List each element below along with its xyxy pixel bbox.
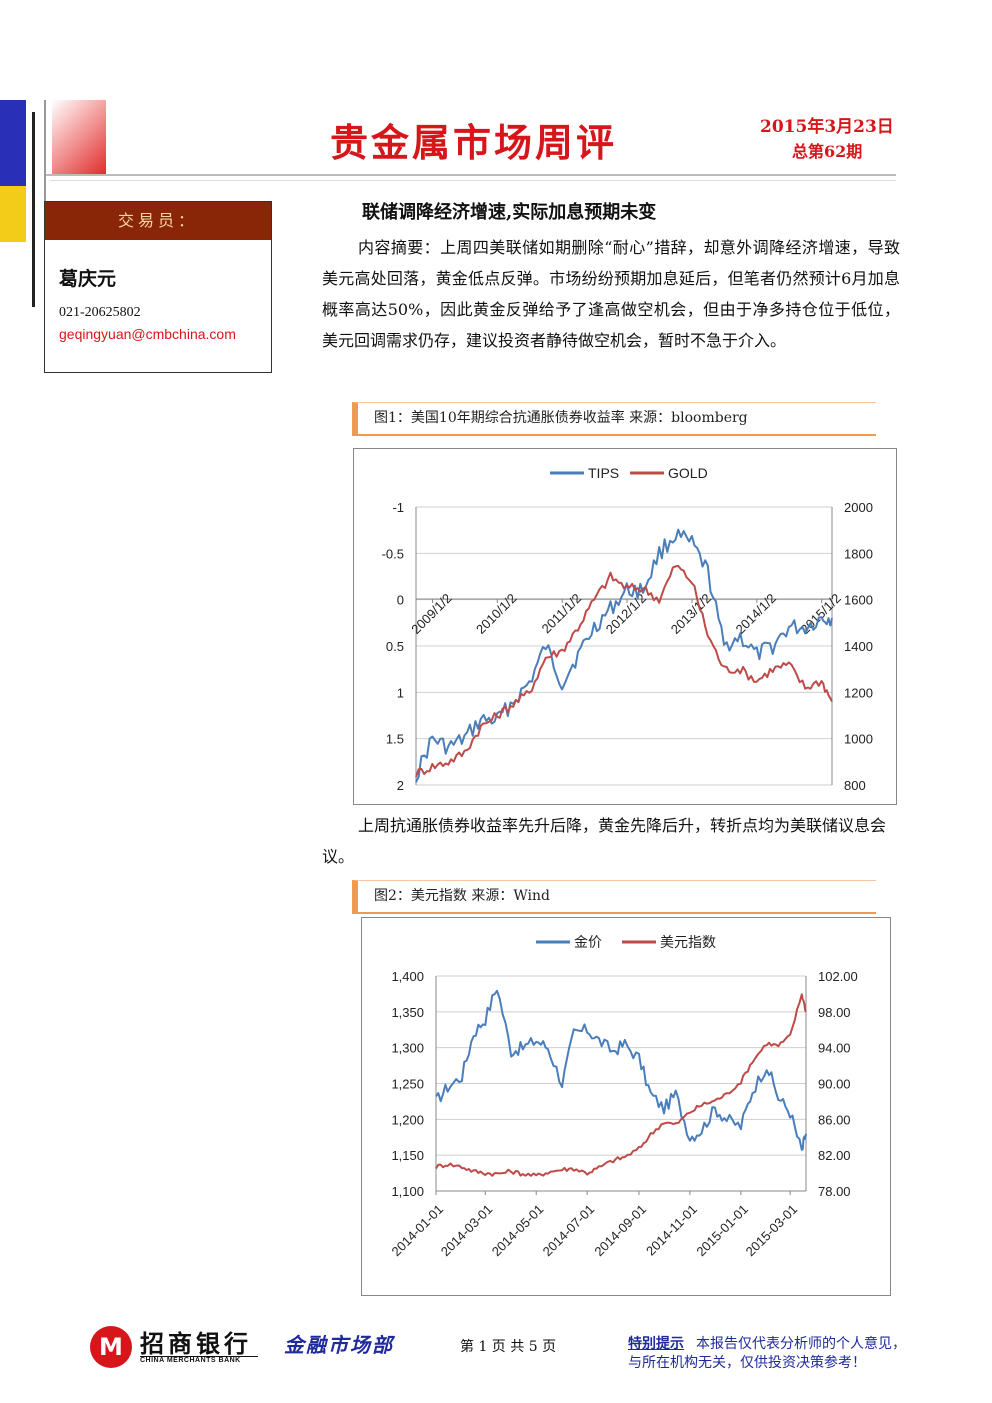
- header-divider: [50, 180, 896, 181]
- series-line: [415, 564, 833, 778]
- gold-dollar-index-chart: 1,400 1,350 1,300 1,250 1,200 1,150 1,100 102.0…: [361, 917, 891, 1296]
- header-divider: [46, 174, 896, 176]
- tips-gold-chart: -1 -0.5 0 0.5 1 1.5 2 2000 1800 1600 1400 1200 1000 8…: [353, 448, 897, 805]
- y-left-tick-label: 1,300: [391, 1041, 424, 1056]
- x-tick-label: 2015-03-01: [743, 1202, 801, 1260]
- bank-name: 招商银行: [140, 1329, 252, 1358]
- bank-logo-glyph: M: [99, 1333, 123, 1361]
- y-right-tick-label: 94.00: [818, 1041, 851, 1056]
- header-decoration-line: [32, 112, 35, 307]
- x-tick-label: 2014-05-01: [489, 1202, 547, 1260]
- y-left-tick-label: 0: [397, 593, 404, 608]
- y-right-tick-label: 98.00: [818, 1005, 851, 1020]
- y-left-tick-label: 1,400: [391, 969, 424, 984]
- series-line: [435, 993, 807, 1177]
- y-left-tick-label: -1: [392, 500, 404, 515]
- x-tick-label: 2014/1/2: [733, 591, 779, 637]
- figure1-caption: 图1：美国10年期综合抗通胀债券收益率 来源：bloomberg: [352, 402, 876, 436]
- series-line: [435, 989, 807, 1151]
- department-name: 金融市场部: [284, 1333, 394, 1357]
- x-tick-label: 2014-07-01: [540, 1202, 598, 1260]
- notice-line: 本报告仅代表分析师的个人意见，: [696, 1336, 906, 1352]
- trader-email-link[interactable]: geqingyuan@cmbchina.com: [59, 326, 236, 342]
- y-right-tick-label: 90.00: [818, 1077, 851, 1092]
- bank-logo: [90, 1326, 132, 1368]
- y-left-tick-label: 1: [397, 685, 404, 700]
- notice-heading: 特别提示: [628, 1336, 684, 1352]
- series-line: [415, 528, 833, 783]
- tips-gold-chart-svg: -1 -0.5 0 0.5 1 1.5 2 2000 1800 1600 1400 1200 1000 8…: [382, 465, 873, 793]
- x-tick-label: 2014-01-01: [388, 1202, 446, 1260]
- trader-heading: 交易员：: [45, 202, 271, 240]
- figure2-caption: 图2：美元指数 来源：Wind: [352, 880, 876, 914]
- report-issue: 总第62期: [792, 142, 863, 161]
- header-decoration-yellow: [0, 186, 26, 242]
- y-left-tick-label: -0.5: [382, 546, 404, 561]
- report-title: 贵金属市场周评: [330, 120, 618, 165]
- y-right-tick-label: 800: [844, 778, 866, 793]
- y-right-tick-label: 1800: [844, 546, 873, 561]
- x-tick-label: 2010/1/2: [473, 591, 519, 637]
- y-right-tick-label: 1000: [844, 732, 873, 747]
- legend-label: GOLD: [668, 465, 708, 481]
- y-right-tick-label: 78.00: [818, 1184, 851, 1199]
- y-left-tick-label: 2: [397, 778, 404, 793]
- gold-dollar-index-chart-svg: 1,400 1,350 1,300 1,250 1,200 1,150 1,100 102.0…: [388, 934, 858, 1260]
- y-right-tick-label: 86.00: [818, 1112, 851, 1127]
- y-left-tick-label: 1,100: [391, 1184, 424, 1199]
- trader-phone: 021-20625802: [59, 305, 141, 320]
- article-summary: 内容摘要：上周四美联储如期删除“耐心”措辞，却意外调降经济增速，导致美元高处回落…: [322, 238, 900, 350]
- trader-box: 交易员： 葛庆元 021-20625802 geqingyuan@cmbchin…: [44, 201, 272, 373]
- x-tick-label: 2009/1/2: [408, 591, 454, 637]
- article-headline: 联储调降经济增速,实际加息预期未变: [362, 202, 657, 223]
- legend-label: TIPS: [588, 465, 619, 481]
- legend-label: 金价: [574, 934, 602, 950]
- page-number: 第 1 页 共 5 页: [460, 1339, 557, 1355]
- x-tick-label: 2012/1/2: [603, 591, 649, 637]
- y-right-tick-label: 1400: [844, 639, 873, 654]
- y-right-tick-label: 1600: [844, 593, 873, 608]
- bank-name-english: CHINA MERCHANTS BANK: [140, 1356, 258, 1364]
- y-left-tick-label: 1,200: [391, 1112, 424, 1127]
- legend-label: 美元指数: [660, 934, 716, 950]
- x-tick-label: 2014-03-01: [438, 1202, 496, 1260]
- x-tick-label: 2015-01-01: [693, 1202, 751, 1260]
- header-decoration-blue: [0, 100, 26, 186]
- y-left-tick-label: 1,250: [391, 1077, 424, 1092]
- figure1-comment: 上周抗通胀债券收益率先升后降，黄金先降后升，转折点均为美联储议息会议。: [322, 816, 887, 866]
- y-right-tick-label: 1200: [844, 685, 873, 700]
- y-left-tick-label: 1.5: [386, 732, 404, 747]
- y-left-tick-label: 0.5: [386, 639, 404, 654]
- report-date: 2015年3月23日: [760, 117, 894, 137]
- y-right-tick-label: 102.00: [818, 969, 858, 984]
- notice-line: 与所在机构无关，仅供投资决策参考！: [628, 1355, 866, 1371]
- y-right-tick-label: 2000: [844, 500, 873, 515]
- y-left-tick-label: 1,150: [391, 1148, 424, 1163]
- x-tick-label: 2014-11-01: [643, 1202, 700, 1259]
- trader-name: 葛庆元: [59, 268, 117, 290]
- header-decoration-line: [44, 100, 46, 240]
- y-left-tick-label: 1,350: [391, 1005, 424, 1020]
- x-tick-label: 2014-09-01: [591, 1202, 649, 1260]
- x-tick-label: 2013/1/2: [668, 591, 714, 637]
- header-decoration-red: [52, 100, 106, 176]
- y-right-tick-label: 82.00: [818, 1148, 851, 1163]
